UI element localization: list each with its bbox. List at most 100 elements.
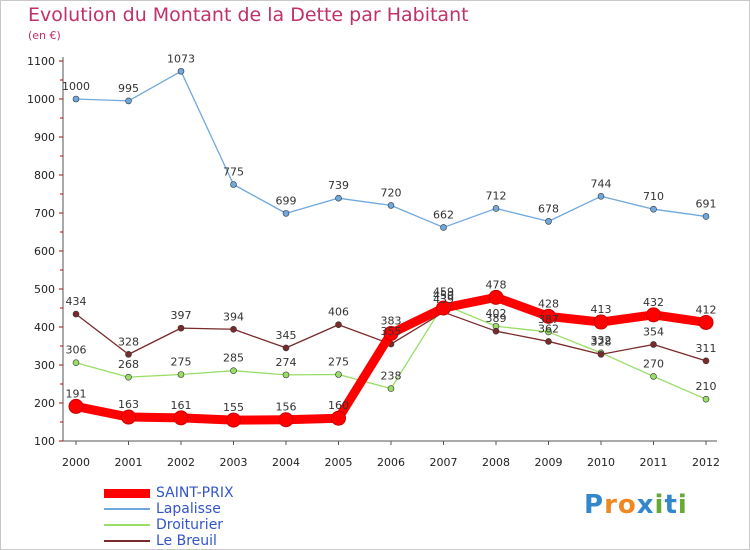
data-point <box>335 194 342 202</box>
data-point <box>492 327 500 335</box>
data-point <box>125 97 132 105</box>
x-tick-label: 2008 <box>482 456 510 469</box>
data-point <box>335 371 342 378</box>
y-tick-label: 1000 <box>27 93 55 106</box>
data-label: 270 <box>643 357 664 370</box>
x-tick-label: 2003 <box>220 456 248 469</box>
data-label: 413 <box>591 303 612 316</box>
data-label: 311 <box>696 342 717 355</box>
data-label: 434 <box>66 295 87 308</box>
y-tick-label: 800 <box>34 169 55 182</box>
data-label: 285 <box>223 352 244 365</box>
data-point <box>541 308 556 324</box>
data-label: 268 <box>118 358 139 371</box>
data-label: 155 <box>223 401 244 414</box>
data-label: 450 <box>433 289 454 302</box>
data-label: 306 <box>66 344 87 357</box>
legend-label: SAINT-PRIX <box>156 485 234 501</box>
data-point <box>230 367 237 375</box>
data-point <box>72 310 80 318</box>
data-point <box>545 338 552 345</box>
data-label: 275 <box>328 356 349 369</box>
data-point <box>72 95 80 103</box>
data-point <box>650 373 657 380</box>
logo-letter: t <box>664 490 678 520</box>
chart-unit: (en €) <box>28 29 61 42</box>
data-label: 712 <box>486 189 507 202</box>
data-point <box>72 359 80 367</box>
data-label: 354 <box>643 325 664 338</box>
data-label: 710 <box>643 190 664 203</box>
data-point <box>597 351 605 358</box>
data-point <box>698 314 714 330</box>
x-tick-label: 2011 <box>640 456 668 469</box>
data-label: 1000 <box>62 80 90 93</box>
data-label: 1073 <box>167 52 195 65</box>
data-label: 156 <box>276 401 297 414</box>
x-tick-label: 2009 <box>535 456 563 469</box>
data-point <box>121 409 136 425</box>
data-point <box>650 205 657 213</box>
data-point <box>177 324 185 332</box>
legend-swatch <box>104 540 150 542</box>
data-point <box>177 371 185 378</box>
data-label: 389 <box>486 312 507 325</box>
logo-letter: o <box>617 490 637 520</box>
data-point <box>383 325 399 341</box>
data-point <box>278 412 294 428</box>
data-point <box>492 205 500 212</box>
data-point <box>125 351 132 358</box>
y-tick-label: 200 <box>34 397 55 410</box>
data-label: 439 <box>433 293 454 306</box>
data-label: 328 <box>591 335 612 348</box>
legend-swatch <box>104 508 150 510</box>
data-label: 161 <box>171 399 192 412</box>
x-tick-label: 2000 <box>62 456 90 469</box>
logo-letter: x <box>636 490 655 520</box>
logo-letter: i <box>677 490 688 520</box>
logo-letter: P <box>584 490 605 520</box>
data-label: 383 <box>381 314 402 327</box>
data-label: 432 <box>643 296 664 309</box>
data-label: 345 <box>276 329 297 342</box>
data-point <box>488 289 504 305</box>
data-point <box>282 371 290 379</box>
x-tick-label: 2005 <box>325 456 353 469</box>
legend-label: Lapalisse <box>156 501 221 517</box>
chart-title: Evolution du Montant de la Dette par Hab… <box>28 4 469 26</box>
data-label: 362 <box>538 322 559 335</box>
data-point <box>702 213 710 220</box>
data-point <box>702 395 710 403</box>
data-point <box>68 398 84 414</box>
logo-letter: r <box>604 490 618 520</box>
data-point <box>597 192 605 200</box>
x-tick-label: 2010 <box>587 456 615 469</box>
data-label: 739 <box>328 179 349 192</box>
data-point <box>282 210 290 217</box>
data-point <box>545 218 552 225</box>
legend-label: Droiturier <box>156 517 224 533</box>
data-point <box>173 410 189 426</box>
data-label: 275 <box>171 356 192 369</box>
data-point <box>125 373 132 381</box>
data-label: 163 <box>118 398 139 411</box>
data-point <box>702 357 710 365</box>
legend-swatch <box>104 488 150 498</box>
y-tick-label: 900 <box>34 131 55 144</box>
data-label: 691 <box>696 197 717 210</box>
data-point <box>436 300 451 316</box>
data-point <box>387 202 395 209</box>
data-label: 699 <box>276 194 297 207</box>
data-point <box>177 67 185 75</box>
y-tick-label: 700 <box>34 207 55 220</box>
data-point <box>230 181 237 188</box>
data-label: 387 <box>538 313 559 326</box>
data-point <box>387 385 395 392</box>
y-tick-label: 1100 <box>27 55 55 68</box>
data-label: 394 <box>223 310 244 323</box>
data-label: 995 <box>118 82 139 95</box>
data-label: 662 <box>433 208 454 221</box>
x-tick-label: 2004 <box>272 456 300 469</box>
proxiti-logo: Proxiti <box>584 490 688 520</box>
